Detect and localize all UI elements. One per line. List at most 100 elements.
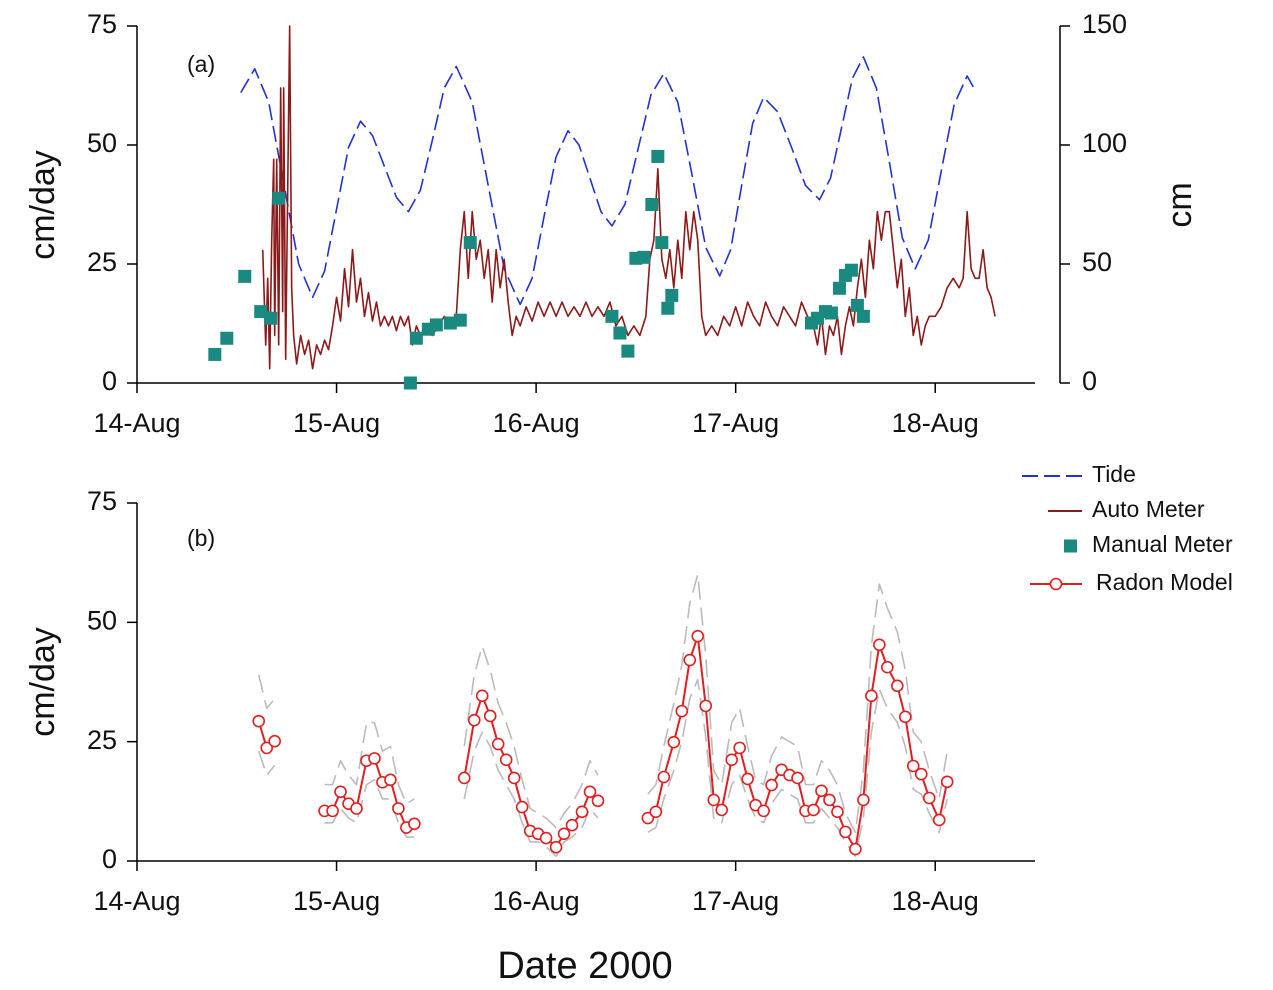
legend-marker [1049,577,1063,591]
y2-tick-label: 0 [1082,366,1097,396]
data-point [429,318,443,332]
y-tick-label: 75 [87,486,117,516]
data-point [665,288,679,302]
data-point [839,825,852,839]
y-tick-label: 25 [87,247,117,277]
data-point [443,316,457,330]
series-line [647,635,949,851]
data-point [208,347,222,361]
data-point [507,771,521,785]
legend-label: Radon Model [1096,569,1233,595]
series-line [647,678,948,858]
y2-tick-label: 150 [1082,9,1127,39]
x-tick-label: 18-Aug [892,886,979,916]
data-point [252,714,266,728]
y2-axis-title: cm [1161,182,1199,227]
data-point [591,794,605,808]
x-tick-label: 18-Aug [892,408,979,438]
y2-tick-label: 100 [1082,128,1127,158]
data-point [881,660,894,674]
data-point [849,842,862,856]
legend-marker [1064,539,1077,553]
data-point [657,770,671,784]
y2-tick-label: 50 [1082,247,1112,277]
data-point [940,775,954,789]
data-point [733,741,746,755]
series-line [257,674,276,710]
series-line [647,573,948,834]
series-line [257,750,276,776]
data-point [605,309,619,323]
data-point [392,802,405,815]
data-point [326,804,339,818]
data-point [621,344,635,358]
data-point [499,753,513,767]
data-point [914,767,928,781]
x-tick-label: 16-Aug [493,886,580,916]
data-point [865,689,878,703]
data-point [557,827,571,841]
x-tick-label: 16-Aug [493,408,580,438]
series-line [324,721,415,805]
data-point [613,326,627,340]
data-point [741,772,754,786]
data-point [707,793,721,807]
data-point [575,805,589,819]
data-point [268,734,281,748]
data-point [765,778,778,792]
series-line [324,779,415,838]
data-point [873,638,886,652]
data-point [757,804,770,818]
data-point [815,784,828,798]
data-point [238,269,252,283]
data-point [922,791,936,805]
data-point [549,840,563,854]
data-point [264,311,278,325]
legend-label: Tide [1092,461,1136,487]
data-point [691,629,705,643]
panel-label: (b) [187,525,215,551]
data-point [857,793,870,807]
y-tick-label: 25 [87,725,117,755]
data-point [667,735,681,749]
data-point [844,263,858,277]
data-point [453,313,467,327]
x-axis-title: Date 2000 [497,945,672,987]
data-point [831,805,844,819]
data-point [850,298,864,312]
data-point [260,741,274,755]
data-point [350,802,363,815]
x-tick-label: 15-Aug [293,886,380,916]
data-point [649,805,663,819]
y-tick-label: 50 [87,605,117,635]
data-point [715,803,728,817]
data-point [675,704,689,718]
data-point [515,800,529,814]
x-tick-label: 17-Aug [692,408,779,438]
data-point [824,306,838,320]
x-tick-label: 17-Aug [692,886,779,916]
panel-label: (a) [187,51,215,77]
data-point [403,376,417,390]
series-line [261,25,996,370]
data-point [539,831,553,845]
data-point [891,679,904,693]
data-point [832,281,846,295]
data-point [807,803,820,817]
legend-label: Manual Meter [1092,531,1233,557]
data-point [565,818,579,832]
y-axis-title: cm/day [24,150,62,260]
data-point [699,699,713,713]
y-tick-label: 0 [102,844,117,874]
data-point [272,191,286,205]
data-point [791,771,804,785]
data-point [483,709,497,723]
data-point [683,653,697,667]
y-tick-label: 75 [87,9,117,39]
x-tick-label: 14-Aug [93,886,180,916]
data-point [384,773,397,787]
data-point [463,236,477,250]
data-point [637,250,651,264]
series-line [463,645,599,829]
